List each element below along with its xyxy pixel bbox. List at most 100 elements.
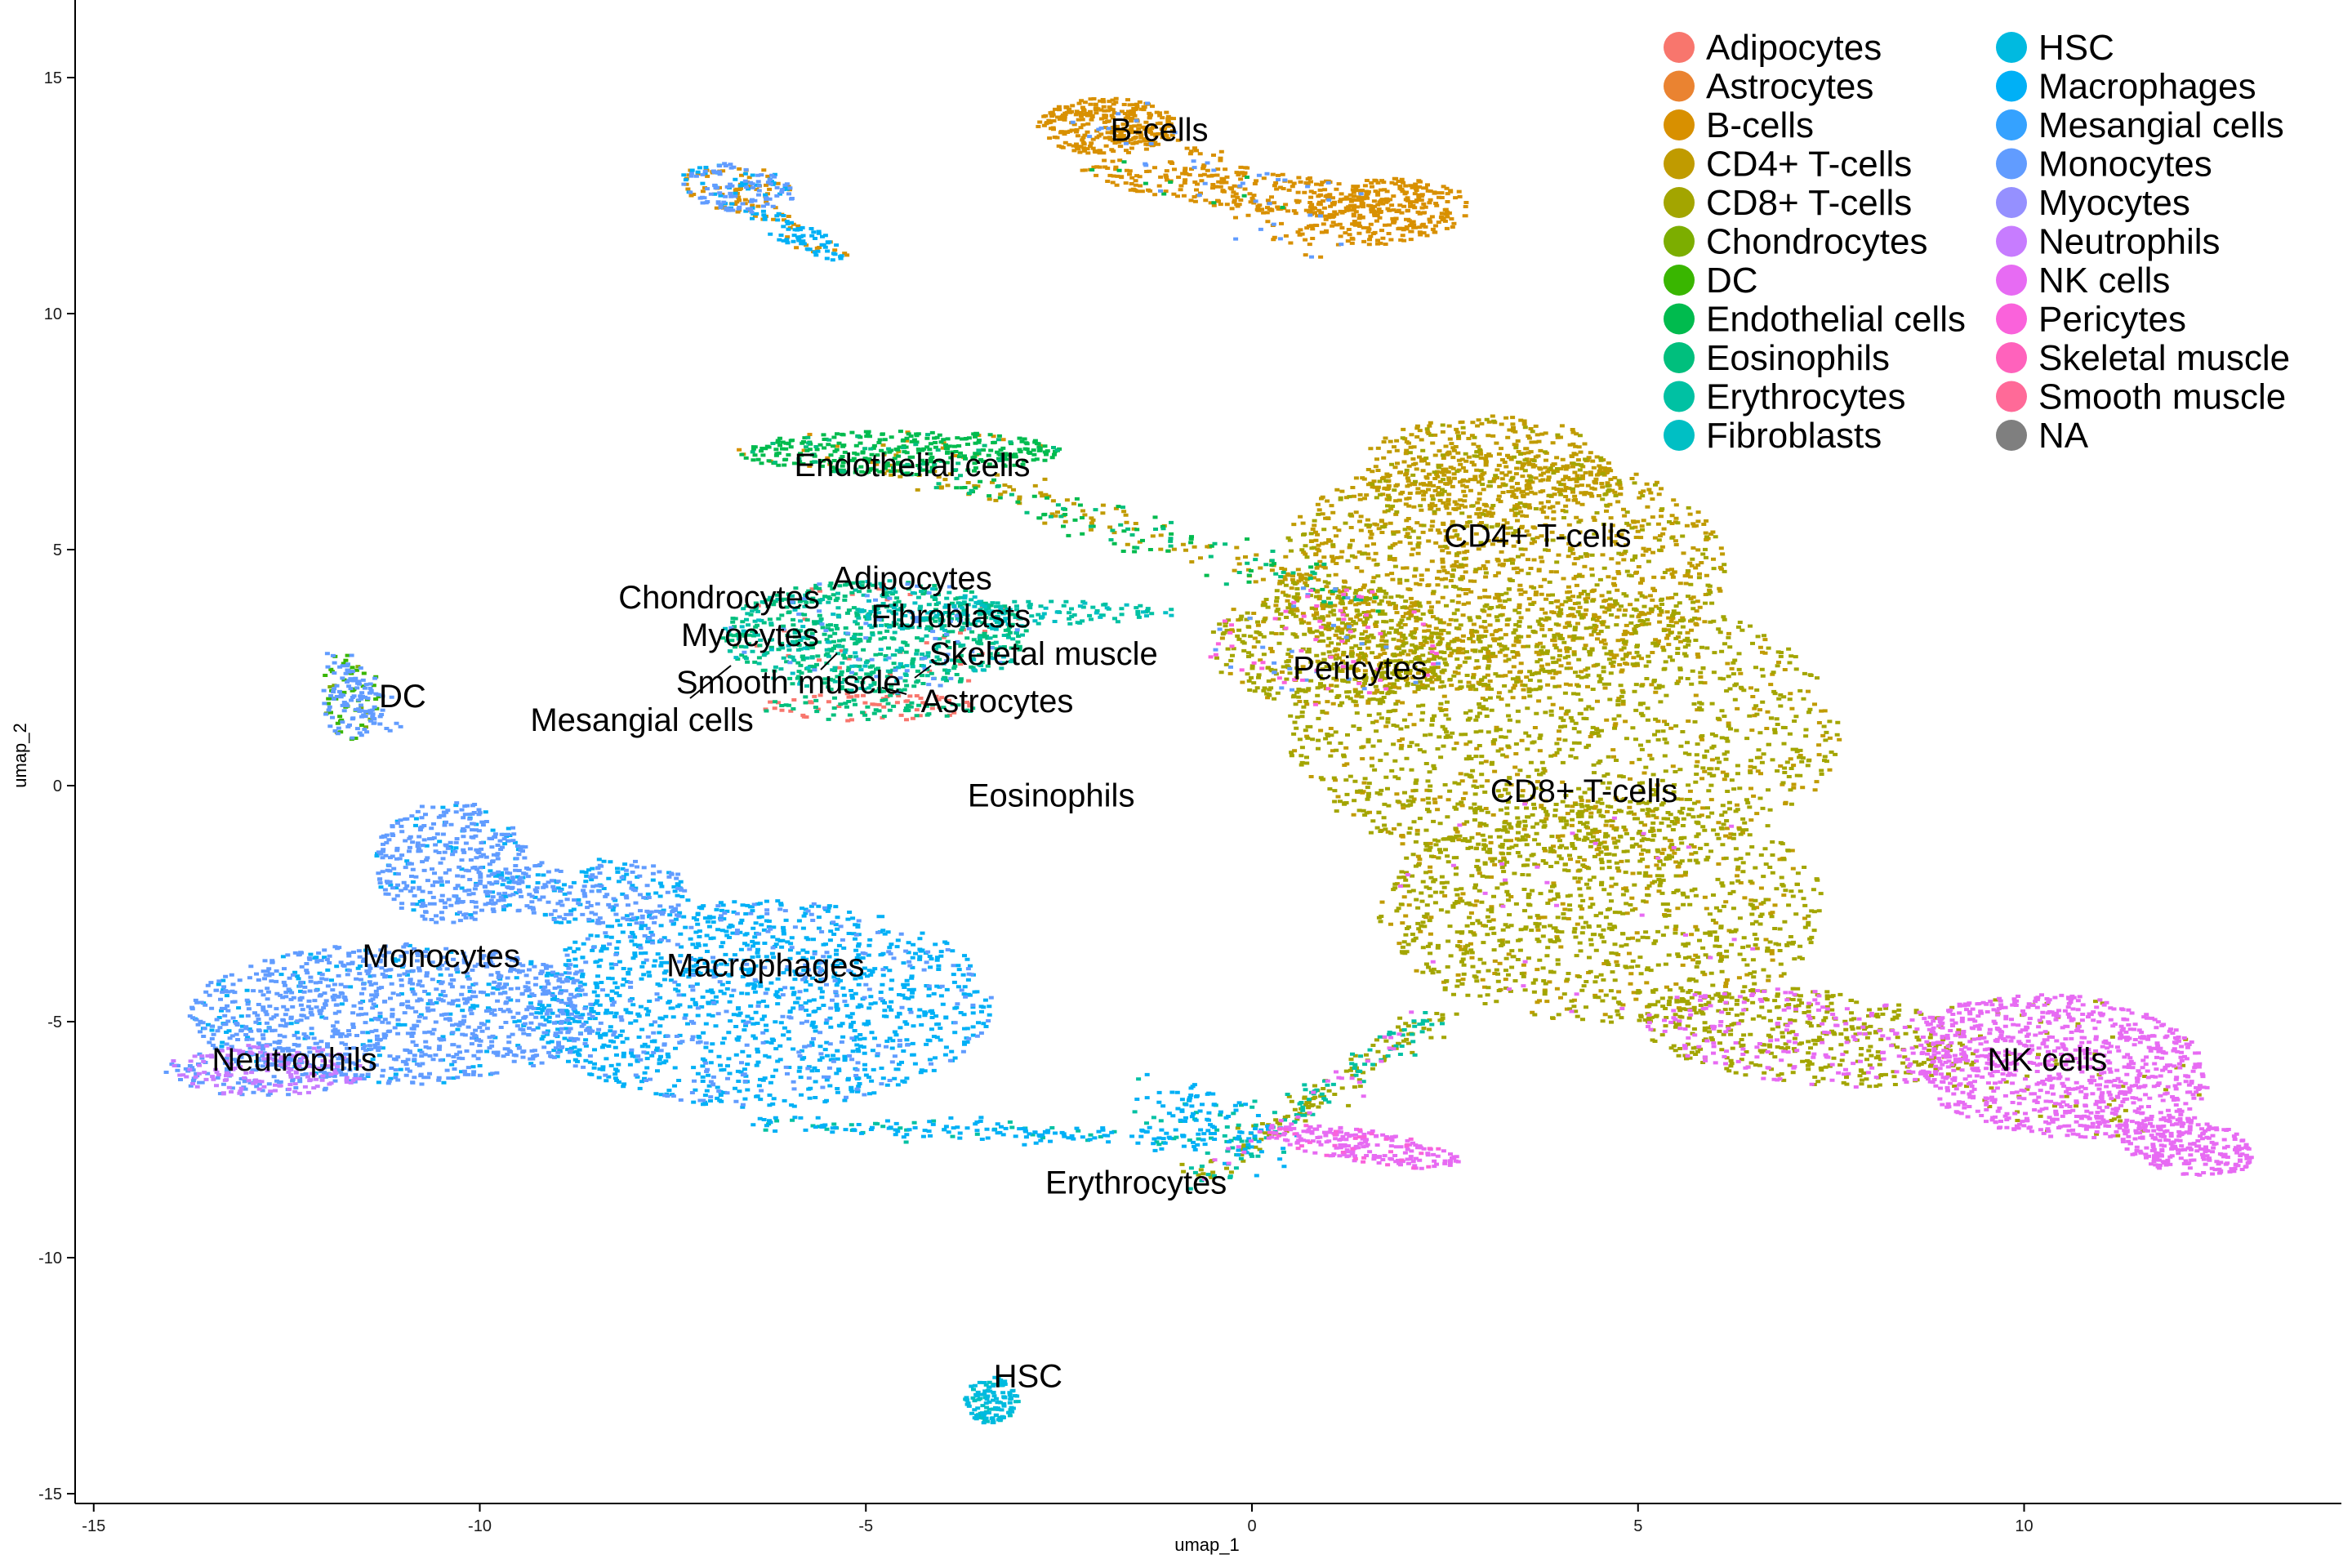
legend-item: Fibroblasts <box>1664 416 1882 456</box>
legend-label: NA <box>2038 416 2089 456</box>
cluster-label: Astrocytes <box>921 684 1074 719</box>
legend-label: Pericytes <box>2038 300 2186 340</box>
cluster-label: Neutrophils <box>212 1042 376 1078</box>
legend-swatch <box>1996 70 2027 102</box>
legend-swatch <box>1664 187 1695 218</box>
cluster-label: Mesangial cells <box>530 702 753 738</box>
legend-swatch <box>1664 148 1695 180</box>
cluster-label: NK cells <box>1988 1042 2108 1078</box>
legend-item: DC <box>1664 261 1758 301</box>
x-tick-label: 0 <box>1247 1517 1256 1535</box>
legend-label: Eosinophils <box>1706 338 1890 378</box>
points-chondrocytes <box>323 665 373 734</box>
legend-swatch <box>1664 70 1695 102</box>
leader-line <box>881 687 907 695</box>
legend-label: Mesangial cells <box>2038 105 2284 145</box>
legend-item: Myocytes <box>1996 183 2190 223</box>
cluster-label: DC <box>379 679 426 715</box>
x-tick-label: 5 <box>1633 1517 1642 1535</box>
legend-swatch <box>1996 420 2027 451</box>
legend-swatch <box>1996 32 2027 63</box>
legend-swatch <box>1664 342 1695 373</box>
points-dc <box>323 653 381 742</box>
legend-label: Macrophages <box>2038 67 2256 107</box>
leader-line <box>689 665 732 699</box>
leader-line <box>820 653 838 670</box>
legend-label: Endothelial cells <box>1706 300 1966 340</box>
legend-item: Smooth muscle <box>1996 377 2286 417</box>
legend-swatch <box>1664 32 1695 63</box>
legend-label: Monocytes <box>2038 145 2212 185</box>
y-axis-ticks: -15 -10 -5 0 5 10 15 <box>38 69 75 1503</box>
legend-item: Adipocytes <box>1664 28 1882 68</box>
cluster-label: Macrophages <box>666 948 864 984</box>
legend-label: B-cells <box>1706 105 1814 145</box>
points-cd8-t-cells <box>1179 417 2202 1179</box>
y-axis-title: umap_2 <box>10 723 30 788</box>
legend-item: Pericytes <box>1996 300 2186 340</box>
legend-swatch <box>1996 303 2027 335</box>
legend-label: Smooth muscle <box>2038 377 2286 417</box>
legend-item: Neutrophils <box>1996 222 2221 262</box>
cluster-label: HSC <box>994 1359 1062 1395</box>
legend-swatch <box>1664 225 1695 257</box>
legend-label: Chondrocytes <box>1706 222 1927 262</box>
legend-item: Erythrocytes <box>1664 377 1906 417</box>
legend-item: B-cells <box>1664 105 1814 145</box>
legend-label: Astrocytes <box>1706 67 1873 107</box>
legend-item: HSC <box>1996 28 2114 68</box>
legend-label: Fibroblasts <box>1706 416 1882 456</box>
legend-item: Macrophages <box>1996 67 2256 107</box>
legend-item: Monocytes <box>1996 145 2212 185</box>
legend-swatch <box>1664 109 1695 140</box>
y-tick-label: 5 <box>53 541 62 559</box>
cluster-label: CD8+ T-cells <box>1490 773 1677 809</box>
legend-label: HSC <box>2038 28 2114 68</box>
legend-item: Endothelial cells <box>1664 300 1966 340</box>
legend-item: CD4+ T-cells <box>1664 145 1912 185</box>
cluster-label: Erythrocytes <box>1045 1165 1227 1201</box>
axes <box>74 0 2341 1504</box>
y-tick-label: -5 <box>47 1013 62 1031</box>
legend-label: CD4+ T-cells <box>1706 145 1912 185</box>
legend-swatch <box>1996 225 2027 257</box>
points-neutrophils <box>171 1044 363 1096</box>
y-tick-label: 10 <box>44 305 62 323</box>
legend-swatch <box>1664 265 1695 296</box>
legend-swatch <box>1664 420 1695 451</box>
cluster-labels: B-cells Endothelial cells CD4+ T-cells Adip… <box>212 113 2107 1395</box>
y-tick-label: -15 <box>38 1486 62 1503</box>
legend-swatch <box>1996 187 2027 218</box>
points-adipocytes <box>733 582 1022 723</box>
x-axis-title: umap_1 <box>1174 1535 1240 1555</box>
legend-item: NA <box>1996 416 2089 456</box>
legend-swatch <box>1996 342 2027 373</box>
points-endothelial-cells <box>739 160 1381 613</box>
legend-label: Neutrophils <box>2038 222 2221 262</box>
legend-label: Myocytes <box>2038 183 2190 223</box>
cluster-label: Chondrocytes <box>618 580 820 616</box>
legend-item: Astrocytes <box>1664 67 1873 107</box>
legend-item: NK cells <box>1996 261 2170 301</box>
legend-swatch <box>1996 148 2027 180</box>
points-erythrocytes <box>727 579 1445 1191</box>
legend-label: Erythrocytes <box>1706 377 1906 417</box>
cluster-label: Fibroblasts <box>871 599 1031 635</box>
cluster-label: Skeletal muscle <box>929 636 1158 672</box>
legend-label: CD8+ T-cells <box>1706 183 1912 223</box>
label-leader-lines <box>689 653 932 699</box>
cluster-label: CD4+ T-cells <box>1444 519 1631 555</box>
points-monocytes <box>163 101 1441 1107</box>
legend-label: Skeletal muscle <box>2038 338 2290 378</box>
cluster-label: Eosinophils <box>968 778 1135 814</box>
legend-label: NK cells <box>2038 261 2170 301</box>
leader-line <box>914 665 932 679</box>
y-tick-label: 15 <box>44 69 62 87</box>
x-tick-label: -10 <box>468 1517 492 1535</box>
legend-label: DC <box>1706 261 1758 301</box>
cluster-label: Smooth muscle <box>676 665 902 701</box>
points-b-cells <box>684 96 1469 468</box>
cluster-label: Pericytes <box>1293 651 1428 687</box>
x-tick-label: 10 <box>2015 1517 2033 1535</box>
